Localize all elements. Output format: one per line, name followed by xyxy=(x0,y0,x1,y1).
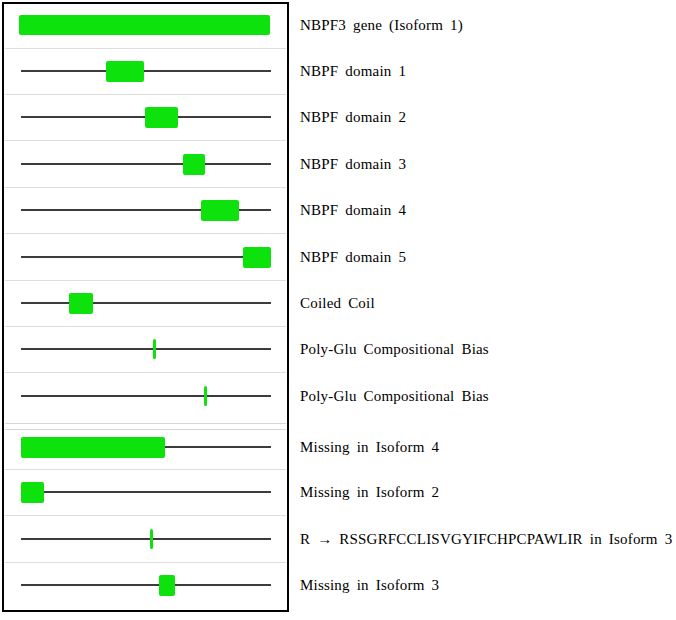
feature-label: Poly-Glu Compositional Bias xyxy=(300,389,489,404)
row-separator xyxy=(5,233,286,234)
feature-label: NBPF domain 2 xyxy=(300,110,406,125)
feature-label: R → RSSGRFCCLISVGYIFCHPCPAWLIR in Isofor… xyxy=(300,532,672,547)
feature-label: Missing in Isoform 2 xyxy=(300,485,439,500)
feature-marker-tick xyxy=(153,339,156,359)
feature-baseline xyxy=(21,584,271,586)
feature-baseline xyxy=(21,538,271,540)
feature-baseline xyxy=(21,302,271,304)
section-divider xyxy=(5,429,286,430)
row-separator xyxy=(5,140,286,141)
row-separator xyxy=(5,562,286,563)
feature-marker-bar xyxy=(19,15,270,35)
feature-baseline xyxy=(21,348,271,350)
feature-label: NBPF3 gene (Isoform 1) xyxy=(300,18,463,33)
feature-marker-box xyxy=(21,482,44,503)
feature-baseline xyxy=(21,395,271,397)
feature-label: Poly-Glu Compositional Bias xyxy=(300,342,489,357)
section-divider xyxy=(5,423,286,424)
feature-label: Coiled Coil xyxy=(300,296,375,311)
feature-label: NBPF domain 4 xyxy=(300,203,406,218)
feature-label: Missing in Isoform 3 xyxy=(300,578,439,593)
feature-label: NBPF domain 1 xyxy=(300,64,406,79)
feature-marker-box xyxy=(145,107,178,128)
feature-marker-box xyxy=(69,293,93,314)
feature-baseline xyxy=(21,163,271,165)
feature-baseline xyxy=(21,70,271,72)
feature-baseline xyxy=(21,491,271,493)
row-separator xyxy=(5,326,286,327)
feature-label: Missing in Isoform 4 xyxy=(300,440,439,455)
feature-label: NBPF domain 3 xyxy=(300,157,406,172)
row-separator xyxy=(5,469,286,470)
row-separator xyxy=(5,372,286,373)
row-separator xyxy=(5,187,286,188)
row-separator xyxy=(5,94,286,95)
feature-marker-box xyxy=(243,247,271,268)
feature-baseline xyxy=(21,256,271,258)
feature-marker-tick xyxy=(150,529,153,549)
feature-marker-bar xyxy=(21,437,165,458)
row-separator xyxy=(5,515,286,516)
feature-marker-tick xyxy=(204,386,207,406)
feature-marker-box xyxy=(159,575,175,596)
feature-label: NBPF domain 5 xyxy=(300,250,406,265)
feature-diagram: NBPF3 gene (Isoform 1) NBPF domain 1 NBP… xyxy=(0,0,676,620)
row-separator xyxy=(5,48,286,49)
row-separator xyxy=(5,280,286,281)
feature-marker-box xyxy=(183,154,205,175)
feature-marker-box xyxy=(201,200,239,221)
feature-marker-box xyxy=(106,61,144,82)
